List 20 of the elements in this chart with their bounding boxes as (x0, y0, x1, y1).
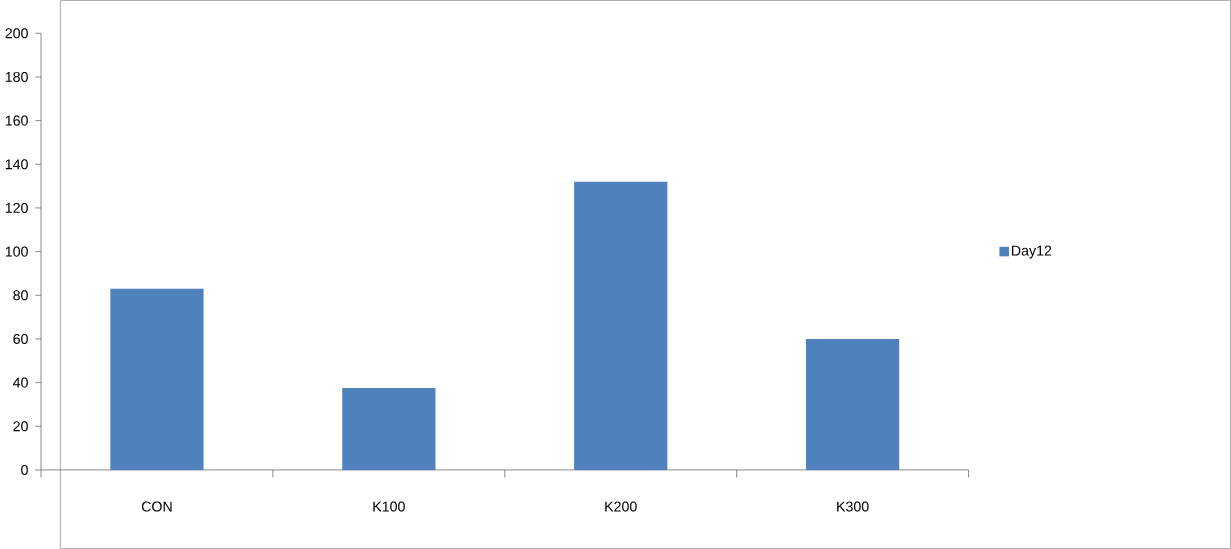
x-tick-label: CON (141, 501, 172, 512)
y-tick-label: 0 (21, 464, 28, 476)
y-tick-label: 180 (5, 71, 28, 83)
y-tick-label: 20 (13, 421, 28, 432)
y-tick-label: 40 (12, 377, 28, 388)
bar (574, 181, 668, 470)
x-tick-label: K300 (837, 501, 869, 512)
y-tick-label: 100 (5, 246, 28, 257)
y-tick-label: 80 (13, 290, 28, 301)
y-tick-label: 140 (5, 159, 28, 170)
y-tick-label: 200 (5, 28, 28, 39)
bar (342, 388, 436, 470)
y-tick-label: 120 (5, 202, 28, 214)
bar (806, 338, 900, 470)
x-tick-label: K200 (605, 501, 637, 512)
legend-label: Day12 (1011, 245, 1052, 259)
y-tick-label: 60 (13, 333, 28, 345)
x-tick-label: K100 (373, 501, 405, 512)
bar (110, 288, 204, 470)
y-tick-label: 160 (5, 115, 28, 126)
